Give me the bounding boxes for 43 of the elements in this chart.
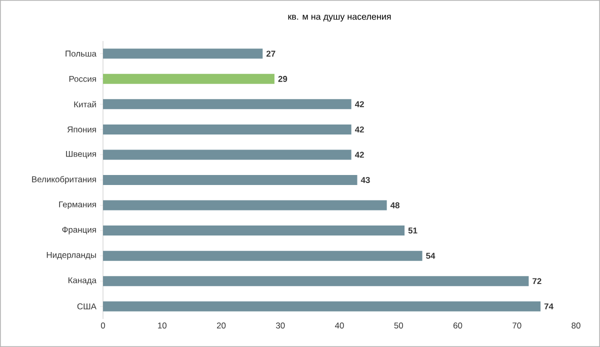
x-tick-label: 80 [572, 322, 580, 329]
chart-title: кв. м на душу населения [288, 14, 391, 22]
y-tick-label: США [77, 303, 96, 310]
bar [103, 250, 422, 261]
x-tick-label: 50 [394, 322, 404, 329]
data-label: 42 [354, 101, 364, 108]
y-tick-label: Франция [62, 226, 96, 234]
bar [103, 226, 405, 236]
data-label: 29 [278, 76, 288, 82]
bar [103, 74, 274, 84]
y-tick-label: Россия [69, 76, 96, 82]
x-tick-label: 0 [100, 322, 106, 329]
x-tick-label: 30 [276, 322, 285, 329]
x-tick-label: 10 [158, 322, 167, 329]
data-label: 42 [354, 126, 364, 132]
bar [103, 124, 352, 134]
bar [103, 276, 529, 286]
data-label: 42 [354, 152, 364, 158]
x-tick-label: 60 [453, 322, 462, 329]
bar [103, 301, 541, 312]
y-tick-label: Нидерланды [46, 252, 96, 260]
bar [103, 99, 352, 110]
y-tick-label: Китай [74, 101, 96, 108]
y-tick-label: Германия [59, 201, 96, 210]
data-label: 74 [544, 303, 554, 310]
bar [103, 48, 263, 59]
y-tick-label: Польша [66, 50, 96, 57]
x-tick-label: 20 [216, 322, 226, 329]
bar [103, 200, 387, 210]
data-label: 51 [408, 228, 418, 234]
data-label: 54 [426, 252, 436, 259]
x-tick-label: 40 [334, 322, 344, 329]
x-tick-label: 70 [512, 322, 522, 329]
data-label: 72 [532, 278, 542, 284]
y-tick-label: Великобритания [32, 176, 96, 184]
bar [103, 150, 352, 160]
data-label: 27 [266, 50, 276, 57]
bar [103, 175, 358, 186]
data-label: 43 [360, 177, 370, 184]
y-tick-label: Канада [68, 277, 96, 285]
y-tick-label: Япония [67, 126, 96, 132]
y-tick-label: Швеция [66, 150, 96, 158]
data-label: 48 [390, 202, 400, 208]
